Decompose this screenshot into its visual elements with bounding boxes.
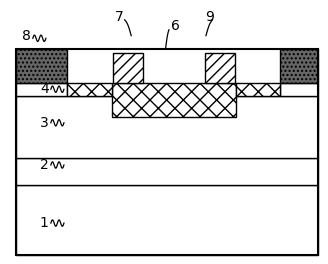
Bar — [16, 49, 67, 83]
Text: 6: 6 — [171, 19, 180, 34]
Bar — [113, 53, 143, 83]
Text: 2: 2 — [40, 158, 49, 172]
Bar — [67, 83, 112, 96]
Bar — [280, 49, 318, 83]
Bar — [236, 83, 280, 96]
Text: 4: 4 — [40, 82, 49, 96]
Bar — [16, 185, 318, 255]
Text: 1: 1 — [40, 216, 49, 230]
Bar — [205, 53, 235, 83]
Bar — [280, 83, 318, 96]
Bar — [16, 49, 318, 255]
Bar — [16, 158, 318, 185]
Text: 8: 8 — [22, 29, 31, 43]
Text: 3: 3 — [40, 116, 49, 130]
Bar — [16, 96, 318, 158]
Text: 9: 9 — [205, 10, 214, 24]
Bar — [112, 83, 236, 117]
Text: 7: 7 — [115, 10, 124, 24]
Bar — [16, 83, 67, 96]
